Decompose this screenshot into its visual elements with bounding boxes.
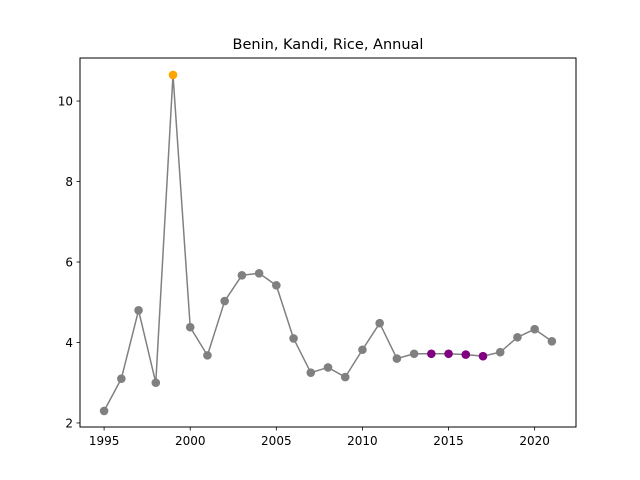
data-point xyxy=(168,70,178,80)
data-point xyxy=(185,322,195,332)
y-tick-label: 8 xyxy=(65,175,73,189)
data-point xyxy=(513,332,522,342)
y-tick-label: 10 xyxy=(58,95,73,109)
data-point xyxy=(340,372,350,382)
series-line xyxy=(103,74,553,412)
data-point xyxy=(254,268,264,278)
data-point xyxy=(461,350,471,359)
data-point xyxy=(427,349,436,359)
y-axis: 2 4 6 8 10 xyxy=(58,95,80,430)
data-point xyxy=(409,349,419,359)
data-point xyxy=(358,345,367,355)
data-point xyxy=(444,349,453,359)
data-point xyxy=(323,363,333,372)
data-point xyxy=(478,351,488,361)
x-tick-label: 2000 xyxy=(175,434,206,448)
data-point xyxy=(117,374,126,384)
x-tick-label: 2015 xyxy=(433,434,464,448)
x-tick-label: 2010 xyxy=(347,434,378,448)
data-point xyxy=(375,318,384,328)
x-tick-label: 2005 xyxy=(261,434,292,448)
data-point xyxy=(530,324,539,334)
y-tick-label: 6 xyxy=(65,256,73,270)
x-axis: 1995 2000 2005 2010 2015 2020 xyxy=(89,427,550,448)
data-point xyxy=(392,354,402,363)
data-point xyxy=(547,336,557,346)
data-point xyxy=(134,306,143,315)
chart-title: Benin, Kandi, Rice, Annual xyxy=(233,37,424,53)
x-tick-label: 2020 xyxy=(519,434,550,448)
x-tick-label: 1995 xyxy=(89,434,120,448)
axes-frame xyxy=(79,57,577,428)
y-tick-label: 2 xyxy=(65,416,73,430)
y-tick-label: 4 xyxy=(65,336,73,350)
data-point xyxy=(289,334,298,343)
data-point xyxy=(495,347,505,357)
data-point xyxy=(220,296,229,306)
plot-area xyxy=(99,70,557,416)
data-point xyxy=(99,406,109,416)
data-point xyxy=(272,281,281,290)
data-point xyxy=(306,368,316,377)
data-point xyxy=(151,378,161,388)
data-point xyxy=(237,270,247,280)
data-point xyxy=(203,351,212,360)
